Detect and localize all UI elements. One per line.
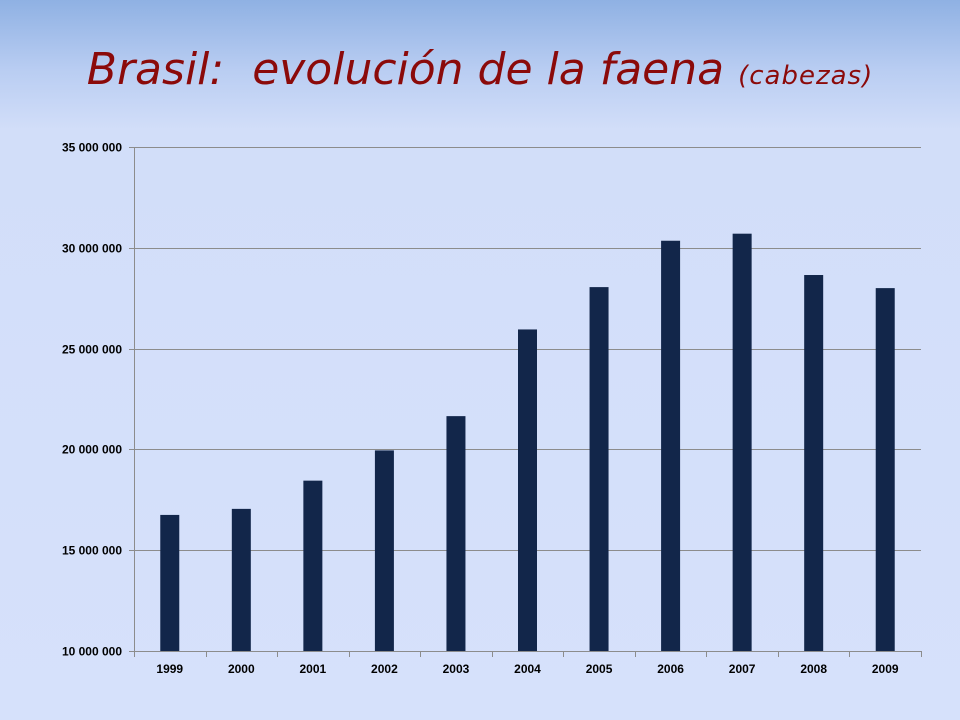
x-tick-label: 2006 [657,662,684,676]
x-tick-label: 2002 [371,662,398,676]
bar-2005 [589,287,609,651]
bar-1999 [160,514,180,651]
x-tick-label: 2000 [228,662,255,676]
y-tick-label: 30 000 000 [62,242,122,256]
x-tick-label: 2007 [729,662,756,676]
x-tick-label: 2004 [514,662,541,676]
axes [129,147,922,657]
x-tick-label: 2009 [872,662,899,676]
y-tick-label: 10 000 000 [62,645,122,659]
bar-2004 [518,329,537,651]
bar-2000 [231,508,251,651]
y-tick-label: 20 000 000 [62,443,122,457]
title-unit: (cabezas) [738,61,874,91]
x-tick-label: 1999 [156,662,183,676]
y-tick-label: 35 000 000 [62,141,122,155]
bars [160,233,895,652]
x-tick-label: 2001 [300,662,327,676]
x-tick-labels: 1999 2000 2001 2002 2003 2004 2005 2006 2007 2008… [156,662,898,676]
y-tick-labels: 10 000 000 15 000 000 20 000 000 25 000 000… [62,141,122,659]
bar-2002 [374,450,394,651]
bar-2001 [303,480,323,651]
x-tick-label: 2008 [800,662,827,676]
bar-2007 [732,233,752,652]
bar-2006 [661,240,681,651]
bar-2008 [804,275,824,651]
slide-title: Brasil: evolución de la faena (cabezas) [0,40,960,106]
bar-2009 [875,288,895,651]
x-tick-label: 2005 [586,662,613,676]
bar-2003 [446,416,466,651]
y-tick-label: 15 000 000 [62,544,122,558]
y-tick-label: 25 000 000 [62,343,122,357]
x-tick-label: 2003 [443,662,470,676]
title-main: Brasil: evolución de la faena [86,44,725,95]
